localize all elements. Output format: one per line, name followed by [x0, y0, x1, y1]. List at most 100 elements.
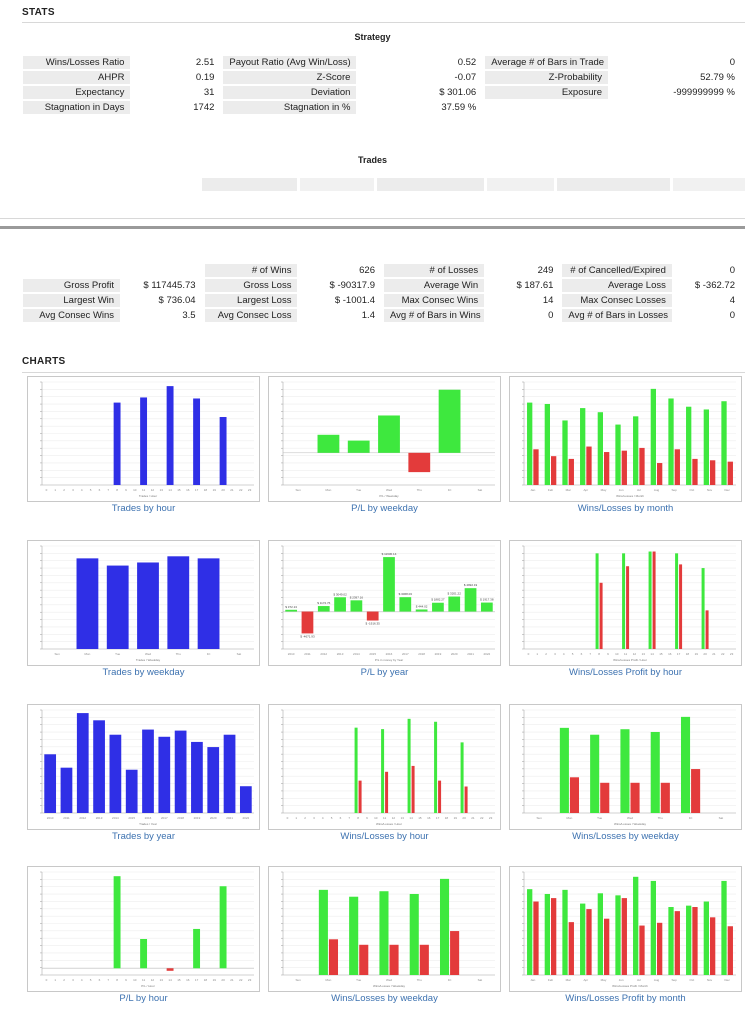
x-tick-label: Dec — [724, 978, 730, 982]
x-tick-label: Apr — [583, 488, 588, 492]
chart-panel: Jan Feb Mar Apr May Jun Jul Aug Sep Oct Nov Dec Wins… — [509, 376, 742, 502]
bar — [604, 918, 610, 975]
stats-heading: STATS — [22, 7, 55, 18]
data-label: $ 4992.19 — [464, 583, 478, 587]
stat-value: 0 — [729, 57, 735, 68]
x-tick-label: Wed — [145, 652, 151, 656]
x-tick-label: Thu — [417, 488, 423, 492]
x-tick-label: 8 — [598, 652, 600, 656]
bar — [106, 565, 129, 649]
bar — [703, 901, 709, 975]
x-tick-label: 20 — [703, 652, 707, 656]
x-tick-label: 2017 — [161, 816, 168, 820]
bar — [419, 944, 429, 975]
bar — [544, 893, 550, 975]
table-row: Avg Consec Wins 3.5 Avg Consec Loss 1.4 Avg … — [23, 309, 741, 322]
bar — [604, 452, 610, 485]
bar — [464, 588, 477, 612]
table-row: Largest Win $ 736.04 Largest Loss $ -1001.4… — [23, 294, 741, 307]
chart-panel: Sun Mon Tue Wed Thu Fri Sat Wins/Losses / Weekd… — [509, 704, 742, 830]
bar — [721, 401, 727, 485]
x-tick-label: Jul — [637, 488, 641, 492]
stat-label: Z-Probability — [485, 71, 608, 84]
chart-caption: Wins/Losses by hour — [340, 831, 429, 842]
bar — [568, 458, 574, 485]
bar — [630, 782, 640, 813]
stat-value: $ 187.61 — [516, 280, 554, 291]
x-tick-label: 14 — [409, 816, 413, 820]
x-tick-label: 3 — [72, 488, 74, 492]
x-tick-label: Wed — [386, 488, 392, 492]
bar — [167, 556, 190, 649]
data-label: $ 3201.22 — [448, 592, 462, 596]
x-axis-label: P/L in money by Year — [375, 658, 403, 662]
stat-label: Expectancy — [23, 86, 131, 99]
chart-svg: 0 1 2 3 4 5 6 7 8 9 10 11 12 13 14 15 16 17 18 19 20 21 22 23Tr… — [40, 381, 254, 498]
stats-end-divider — [0, 218, 745, 219]
x-tick-label: 9 — [607, 652, 609, 656]
stat-value: 4 — [729, 295, 735, 306]
x-tick-label: 7 — [107, 978, 109, 982]
bar — [639, 447, 645, 485]
bar — [599, 582, 603, 649]
x-tick-label: 21 — [230, 978, 234, 982]
bar — [527, 402, 533, 485]
stat-label — [23, 264, 120, 277]
bar — [158, 736, 171, 813]
stat-value: 249 — [537, 265, 554, 276]
x-tick-label: 19 — [695, 652, 699, 656]
bar — [710, 917, 716, 975]
bar — [668, 398, 674, 485]
chart-caption: Wins/Losses by weekday — [331, 993, 438, 1004]
bar — [586, 909, 592, 975]
x-tick-label: 5 — [90, 978, 92, 982]
x-tick-label: Wed — [627, 816, 633, 820]
chart-caption: Trades by weekday — [102, 667, 185, 678]
stat-value: 1.4 — [361, 310, 375, 321]
stat-label: AHPR — [23, 71, 131, 84]
bar — [239, 786, 252, 813]
table-row: Expectancy 31 Deviation $ 301.06 Exposure -99… — [23, 86, 741, 99]
data-label: $ -1916.35 — [366, 622, 381, 626]
bar — [650, 880, 656, 975]
x-tick-label: 9 — [366, 816, 368, 820]
chart-panel: Sun Mon Tue Wed Thu Fri Sat P/L / Weekday — [268, 376, 501, 502]
bar — [652, 551, 656, 649]
x-tick-label: 23 — [489, 816, 493, 820]
x-tick-label: 2013 — [337, 652, 344, 656]
stat-value: $ -1001.4 — [334, 295, 375, 306]
bar — [622, 553, 626, 649]
x-tick-label: Apr — [583, 978, 588, 982]
x-tick-label: 15 — [177, 978, 181, 982]
bar — [113, 402, 121, 485]
bar — [349, 896, 359, 975]
x-tick-label: 11 — [383, 816, 386, 820]
chart-panel: 2010 2011 2012 2013 2014 2015 2016 2017 2018 2019… — [27, 704, 260, 830]
x-tick-label: 10 — [374, 816, 378, 820]
bar — [409, 893, 419, 975]
bar — [76, 713, 89, 813]
bar — [438, 389, 461, 453]
x-tick-label: Feb — [548, 488, 554, 492]
x-tick-label: 2010 — [47, 816, 54, 820]
x-tick-label: 2010 — [288, 652, 295, 656]
chart-svg: Jan Feb Mar Apr May Jun Jul Aug Sep Oct Nov Dec Wins… — [522, 871, 736, 988]
bar — [639, 925, 645, 975]
chart-caption: Wins/Losses Profit by month — [565, 993, 686, 1004]
chart-svg: Sun Mon Tue Wed Thu Fri Sat Wins/Losses / Weekd… — [281, 871, 495, 988]
chart-panel: 0 1 2 3 4 5 6 7 8 9 10 11 12 13 14 15 16 17 18 19 20 21 22 23 Wi… — [268, 704, 501, 830]
data-label: $ 444.02 — [416, 604, 428, 608]
table-row: Stagnation in Days 1742 Stagnation in % 37.… — [23, 101, 741, 114]
chart-panel: 0 1 2 3 4 5 6 7 8 9 10 11 12 13 14 15 16 17 18 19 20 21 22 23 Tr… — [27, 376, 260, 502]
bar — [621, 898, 627, 975]
chart-svg: 0 1 2 3 4 5 6 7 8 9 10 11 12 13 14 15 16 17 18 19 20 21 22 23Wi… — [281, 709, 495, 826]
x-tick-label: 13 — [160, 488, 164, 492]
x-tick-label: 1 — [54, 488, 56, 492]
x-tick-label: 16 — [186, 488, 190, 492]
x-tick-label: 12 — [392, 816, 396, 820]
x-tick-label: 2015 — [128, 816, 135, 820]
x-tick-label: 22 — [480, 816, 484, 820]
bar — [648, 551, 652, 649]
x-axis-label: Wins/Losses / Weekday — [614, 822, 646, 826]
x-tick-label: 2021 — [226, 816, 233, 820]
